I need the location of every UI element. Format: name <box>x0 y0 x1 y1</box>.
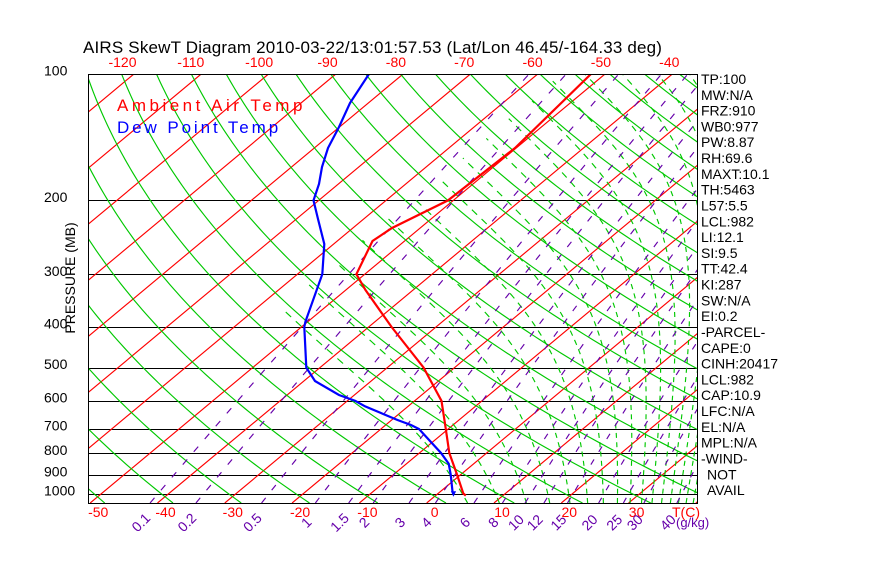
svg-text:0: 0 <box>431 504 439 520</box>
svg-text:-80: -80 <box>386 54 406 70</box>
svg-text:300: 300 <box>44 263 68 279</box>
svg-text:MW:N/A: MW:N/A <box>701 87 754 103</box>
svg-text:EL:N/A: EL:N/A <box>701 419 746 435</box>
svg-text:FRZ:910: FRZ:910 <box>701 103 756 119</box>
svg-text:CAPE:0: CAPE:0 <box>701 340 751 356</box>
svg-text:(g/kg): (g/kg) <box>676 515 709 530</box>
svg-text:400: 400 <box>44 315 68 331</box>
svg-text:SW:N/A: SW:N/A <box>701 292 751 308</box>
svg-text:20: 20 <box>562 504 578 520</box>
svg-text:MAXT:10.1: MAXT:10.1 <box>701 166 770 182</box>
svg-text:MPL:N/A: MPL:N/A <box>701 435 758 451</box>
svg-text:EI:0.2: EI:0.2 <box>701 308 738 324</box>
svg-text:PW:8.87: PW:8.87 <box>701 134 755 150</box>
svg-text:SI:9.5: SI:9.5 <box>701 245 738 261</box>
svg-text:100: 100 <box>44 63 68 79</box>
svg-text:-100: -100 <box>245 54 273 70</box>
svg-text:-40: -40 <box>659 54 679 70</box>
svg-text:-120: -120 <box>108 54 136 70</box>
svg-text:-20: -20 <box>290 504 310 520</box>
svg-text:-WIND-: -WIND- <box>701 450 748 466</box>
svg-text:-10: -10 <box>357 504 377 520</box>
svg-text:CINH:20417: CINH:20417 <box>701 356 778 372</box>
svg-text:TT:42.4: TT:42.4 <box>701 261 748 277</box>
svg-text:200: 200 <box>44 189 68 205</box>
svg-text:-110: -110 <box>177 54 204 70</box>
svg-text:700: 700 <box>44 417 68 433</box>
svg-text:500: 500 <box>44 356 68 372</box>
svg-text:1000: 1000 <box>44 483 75 499</box>
svg-text:PRESSURE (MB): PRESSURE (MB) <box>62 222 78 333</box>
svg-text:900: 900 <box>44 463 68 479</box>
svg-text:WB0:977: WB0:977 <box>701 118 759 134</box>
svg-text:10: 10 <box>494 504 510 520</box>
svg-text:30: 30 <box>629 504 645 520</box>
svg-text:RH:69.6: RH:69.6 <box>701 150 753 166</box>
svg-text:-50: -50 <box>591 54 611 70</box>
svg-text:L57:5.5: L57:5.5 <box>701 197 748 213</box>
svg-text:LI:12.1: LI:12.1 <box>701 229 744 245</box>
svg-text:TH:5463: TH:5463 <box>701 182 755 198</box>
svg-text:-40: -40 <box>155 504 175 520</box>
svg-text:CAP:10.9: CAP:10.9 <box>701 387 761 403</box>
svg-text:-90: -90 <box>317 54 337 70</box>
svg-text:-30: -30 <box>223 504 243 520</box>
svg-text:600: 600 <box>44 389 68 405</box>
svg-text:Dew Point Temp: Dew Point Temp <box>117 118 281 137</box>
svg-text:T(C): T(C) <box>672 504 700 520</box>
svg-text:AVAIL: AVAIL <box>707 482 745 498</box>
svg-text:LCL:982: LCL:982 <box>701 371 754 387</box>
svg-text:NOT: NOT <box>707 466 737 482</box>
svg-text:LFC:N/A: LFC:N/A <box>701 403 755 419</box>
svg-text:-60: -60 <box>522 54 542 70</box>
svg-text:KI:287: KI:287 <box>701 277 742 293</box>
svg-text:-50: -50 <box>88 504 108 520</box>
svg-text:Ambient Air Temp: Ambient Air Temp <box>117 96 306 115</box>
svg-text:TP:100: TP:100 <box>701 71 746 87</box>
svg-text:800: 800 <box>44 442 68 458</box>
svg-text:-PARCEL-: -PARCEL- <box>701 324 766 340</box>
svg-text:LCL:982: LCL:982 <box>701 213 754 229</box>
svg-text:-70: -70 <box>454 54 474 70</box>
svg-text:AIRS SkewT Diagram 2010-03-22/: AIRS SkewT Diagram 2010-03-22/13:01:57.5… <box>83 38 662 57</box>
